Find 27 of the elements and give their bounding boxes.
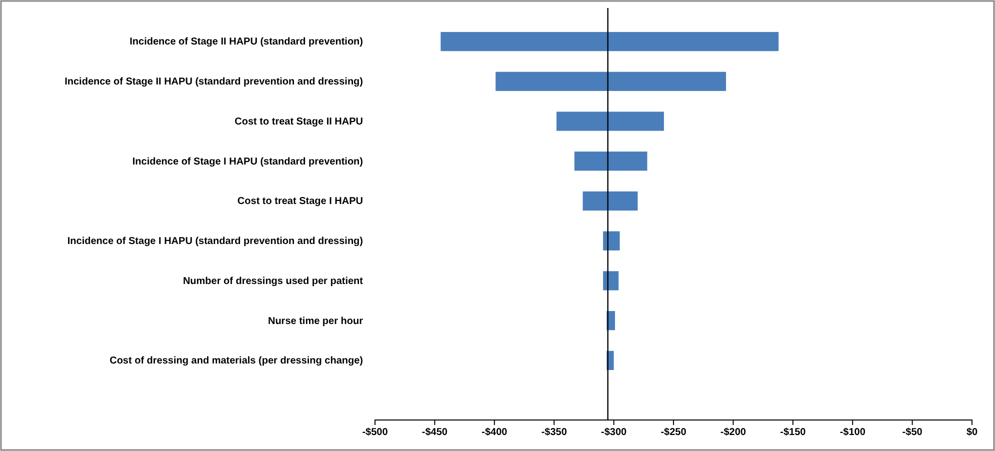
y-tick-label: Cost to treat Stage II HAPU [234,116,363,128]
bar [603,231,620,250]
y-tick-label: Incidence of Stage II HAPU (standard prevention) [130,36,363,48]
x-tick-label: -$400 [482,427,508,438]
x-tick-label: -$50 [902,427,923,438]
x-tick-label: -$300 [601,427,628,438]
y-tick-label: Incidence of Stage I HAPU (standard prevention and dressing) [67,236,363,248]
bar [440,32,779,52]
bar [582,191,638,211]
x-tick-label: -$350 [541,427,568,438]
bar [496,72,726,91]
x-tick-label: -$250 [660,427,687,438]
bar [556,112,664,131]
y-tick-label: Incidence of Stage II HAPU (standard prevention and dressing) [64,76,363,88]
y-tick-label: Cost to treat Stage I HAPU [237,196,363,208]
y-tick-label: Cost of dressing and materials (per dressing change) [110,356,363,367]
bar [574,152,648,171]
bar [603,271,619,290]
x-tick-label: -$150 [780,427,806,438]
y-tick-label: Number of dressings used per patient [182,276,364,287]
x-tick-label: -$500 [362,427,388,438]
x-tick-label: -$200 [720,427,746,438]
x-tick-label: -$100 [840,427,866,438]
x-tick-label: $0 [966,427,978,438]
y-tick-label: Nurse time per hour [268,316,364,327]
y-tick-label: Incidence of Stage I HAPU (standard prevention) [132,156,363,168]
x-tick-label: -$450 [422,427,448,438]
